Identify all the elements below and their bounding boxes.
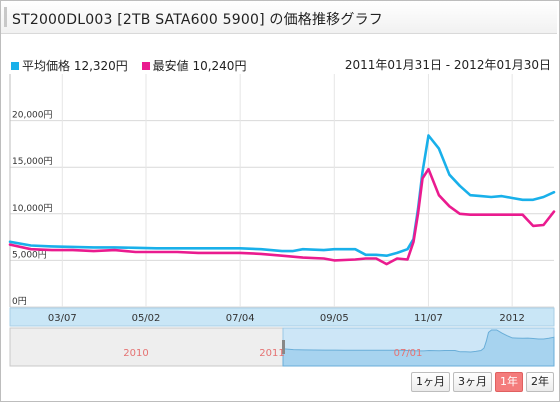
x-tick-label: 07/04 xyxy=(226,313,255,324)
range-selector: 1ヶ月 3ヶ月 1年 2年 xyxy=(411,372,554,392)
legend: 平均価格 12,320円 最安値 10,240円 xyxy=(11,57,256,74)
navigator-label: 2011 xyxy=(259,348,284,359)
legend-item-average[interactable]: 平均価格 12,320円 xyxy=(11,57,128,74)
chart-title: ST2000DL003 [2TB SATA600 5900] の価格推移グラフ xyxy=(12,12,383,28)
navigator-label: 07/01 xyxy=(394,348,423,359)
series-line-average-price[interactable] xyxy=(8,134,556,257)
series-line-lowest-price[interactable] xyxy=(8,167,556,266)
legend-swatch-lowest xyxy=(141,62,150,70)
legend-label-average: 平均価格 12,320円 xyxy=(22,59,128,73)
range-button-1-month[interactable]: 1ヶ月 xyxy=(411,372,450,392)
x-tick-label: 03/07 xyxy=(48,313,77,324)
x-axis-band xyxy=(9,307,555,327)
period-label: 2011年01月31日 - 2012年01月30日 xyxy=(344,58,551,72)
title-accent xyxy=(4,7,7,27)
x-tick-label: 2012 xyxy=(499,313,524,324)
range-button-2-years[interactable]: 2年 xyxy=(526,372,554,392)
title-bar: ST2000DL003 [2TB SATA600 5900] の価格推移グラフ xyxy=(1,1,557,34)
navigator-label: 2010 xyxy=(123,348,148,359)
y-tick-label: 15,000円 xyxy=(12,156,53,167)
x-tick-label: 05/02 xyxy=(132,313,161,324)
range-button-1-year[interactable]: 1年 xyxy=(495,372,523,392)
y-tick-label: 10,000円 xyxy=(12,203,53,214)
navigator-series xyxy=(282,329,555,367)
y-tick-label: 20,000円 xyxy=(12,110,53,121)
y-tick-label: 0円 xyxy=(12,296,27,307)
plot-area xyxy=(10,74,554,307)
x-tick-label: 11/07 xyxy=(414,313,443,324)
navigator-handle[interactable] xyxy=(282,340,285,354)
x-tick-label: 09/05 xyxy=(320,313,349,324)
range-button-3-months[interactable]: 3ヶ月 xyxy=(453,372,492,392)
legend-label-lowest: 最安値 10,240円 xyxy=(152,59,247,73)
legend-item-lowest[interactable]: 最安値 10,240円 xyxy=(141,57,247,74)
y-tick-label: 5,000円 xyxy=(12,249,47,260)
legend-swatch-average xyxy=(11,62,19,70)
